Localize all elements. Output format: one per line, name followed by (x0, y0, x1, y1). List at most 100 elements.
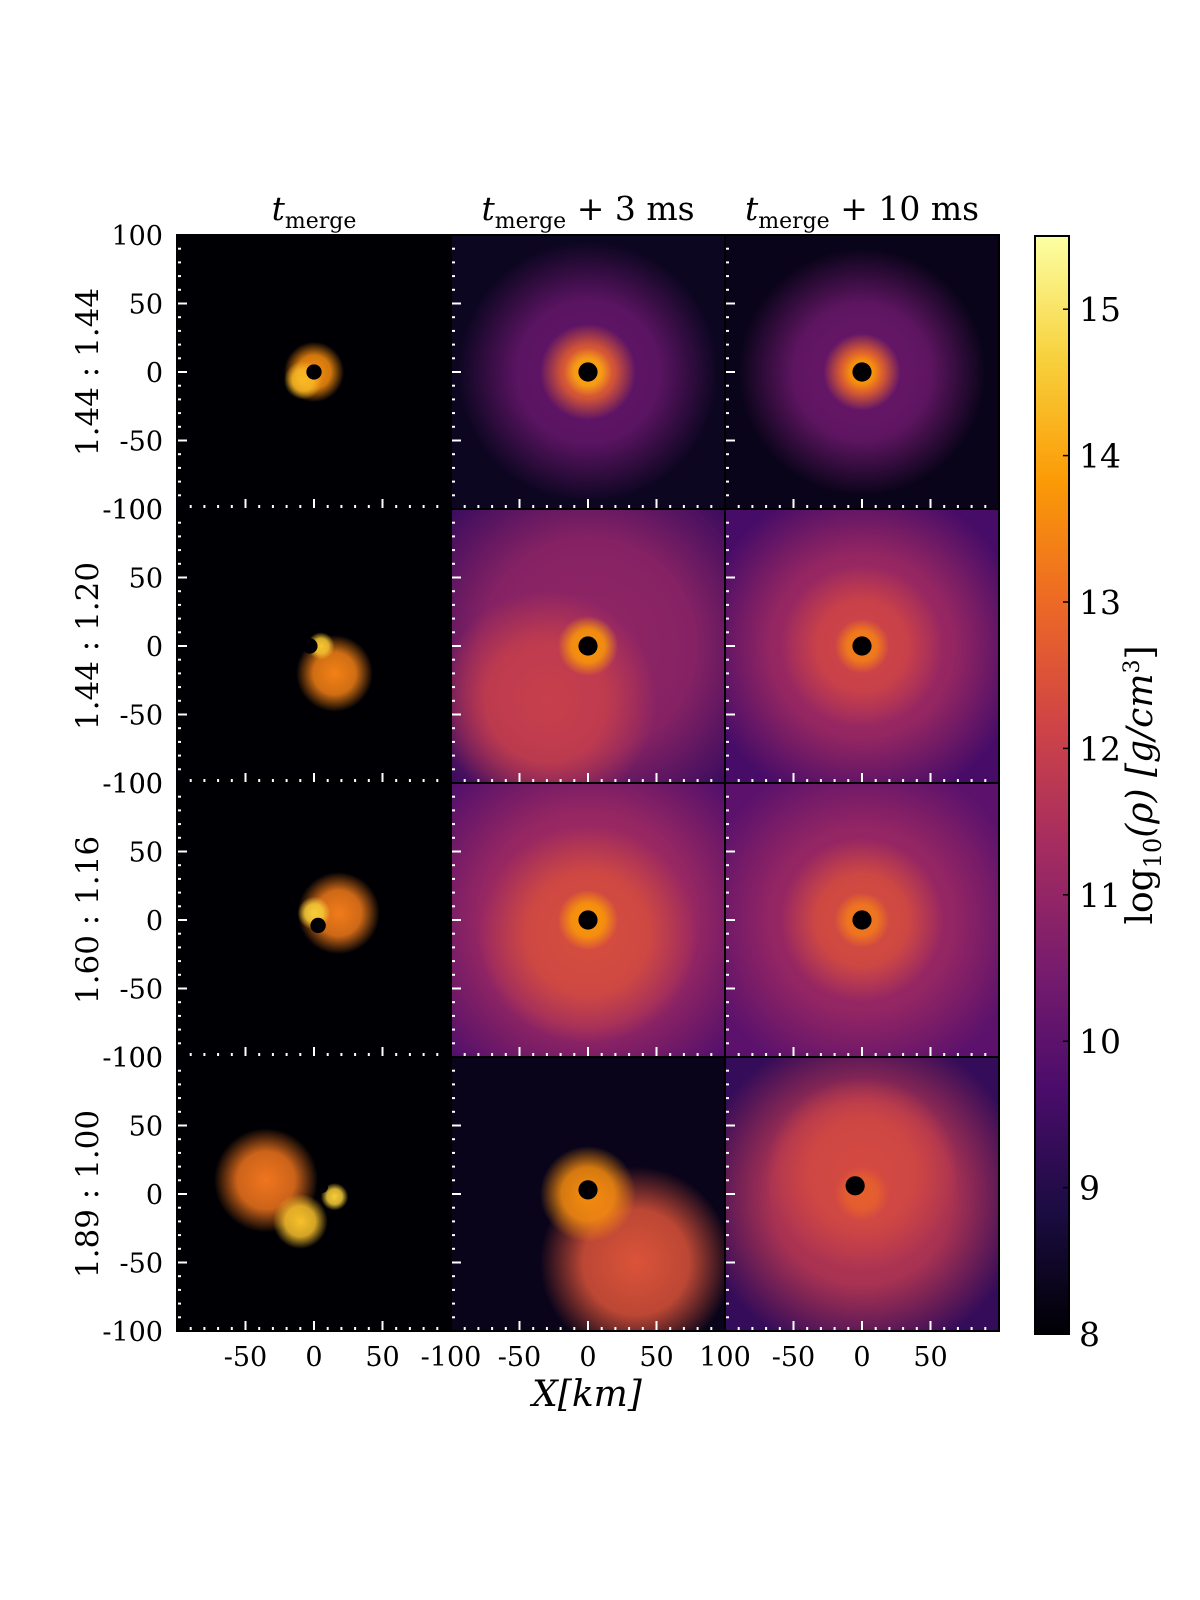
panel-r3-c2 (451, 783, 725, 1057)
y-tick-label: 100 (111, 221, 163, 252)
colorbar-tick-label: 10 (1079, 1022, 1121, 1061)
y-tick-label: -100 (102, 1043, 163, 1074)
panel-grid (177, 235, 999, 1331)
colorbar-label-end: ] (1120, 645, 1161, 659)
panel-r4-c2 (451, 1057, 725, 1331)
panel-r2-c2 (451, 509, 725, 783)
black-hole-core (306, 364, 322, 380)
y-tick-label: -100 (102, 495, 163, 526)
panel-r4-c1 (177, 1057, 451, 1331)
title-sub: merge (758, 209, 830, 234)
x-tick-label: 0 (579, 1342, 596, 1373)
y-axis-tick-labels: 100500-50-100100500-50-100100500-50-1001… (102, 221, 163, 1348)
x-axis-label: X[km] (529, 1374, 643, 1415)
black-hole-core (578, 636, 598, 656)
density-blob (320, 1183, 349, 1211)
y-tick-label: 100 (111, 769, 163, 800)
colorbar-tick-label: 13 (1079, 583, 1121, 622)
black-hole-core (852, 910, 872, 930)
y-tick-label: 100 (111, 495, 163, 526)
column-titles: tmerge tmerge + 3 ms tmerge + 10 ms (272, 189, 979, 234)
y-tick-label: 0 (146, 632, 163, 663)
panel-r4-c3 (725, 1057, 999, 1331)
black-hole-core (310, 917, 326, 934)
colorbar-label-rest: (ρ) [g/cm (1120, 674, 1161, 838)
y-tick-label: -100 (102, 769, 163, 800)
colorbar-tick-label: 15 (1079, 290, 1121, 329)
y-tick-label: 50 (129, 564, 163, 595)
column-title: tmerge (272, 189, 357, 234)
title-sub: merge (495, 209, 567, 234)
y-tick-label: -50 (120, 1249, 163, 1280)
x-tick-label: -50 (772, 1342, 815, 1373)
x-axis-tick-labels: -50 0 50 -100 -50 0 50 100 -50 0 50 (224, 1342, 948, 1373)
x-tick-label: -50 (224, 1342, 267, 1373)
colorbar-tick-label: 12 (1079, 729, 1121, 768)
row-label: 1.60 : 1.16 (70, 836, 106, 1004)
panel-frame (724, 1056, 1000, 1332)
row-labels: 1.44 : 1.44 1.44 : 1.20 1.60 : 1.16 1.89 : … (70, 288, 106, 1278)
x-tick-label: 100 (699, 1342, 751, 1373)
black-hole-core (852, 636, 872, 656)
density-blob (272, 1194, 328, 1249)
colorbar-label-sub: 10 (1139, 838, 1167, 869)
y-tick-label: 50 (129, 290, 163, 321)
row-label: 1.89 : 1.00 (70, 1110, 106, 1278)
black-hole-core (578, 910, 598, 930)
x-tick-label: 50 (365, 1342, 399, 1373)
panel-r2-c1 (177, 509, 451, 783)
colorbar-tick-label: 9 (1079, 1169, 1100, 1208)
y-tick-label: 0 (146, 1180, 163, 1211)
title-suffix: + 3 ms (566, 189, 694, 228)
y-tick-label: -50 (120, 701, 163, 732)
x-tick-label: -100 (421, 1342, 482, 1373)
black-hole-core (578, 362, 598, 382)
density-blob (297, 872, 380, 955)
title-main: t (481, 189, 495, 228)
panel-r1-c1 (177, 235, 451, 509)
y-tick-label: 50 (129, 1112, 163, 1143)
colorbar-label-main: log (1120, 868, 1161, 924)
x-tick-label: 50 (913, 1342, 947, 1373)
x-tick-label: -50 (498, 1342, 541, 1373)
colorbar-bar (1034, 235, 1070, 1335)
title-main: t (272, 189, 286, 228)
black-hole-core (578, 1180, 598, 1200)
colorbar-tick-label: 11 (1079, 876, 1121, 915)
y-tick-label: 100 (111, 1043, 163, 1074)
black-hole-core (316, 1181, 328, 1193)
y-tick-label: -50 (120, 427, 163, 458)
colorbar-label-sup: 3 (1120, 660, 1145, 674)
density-blob (834, 1166, 890, 1222)
black-hole-core (852, 362, 872, 382)
column-title: tmerge + 10 ms (745, 189, 979, 234)
y-tick-label: 50 (129, 838, 163, 869)
title-sub: merge (285, 209, 357, 234)
y-tick-label: 0 (146, 906, 163, 937)
row-label: 1.44 : 1.44 (70, 288, 106, 456)
panel-r1-c3 (725, 235, 999, 509)
black-hole-core (302, 638, 318, 654)
x-tick-label: 0 (305, 1342, 322, 1373)
black-hole-core (845, 1176, 865, 1196)
x-tick-label: 50 (639, 1342, 673, 1373)
panel-r3-c3 (725, 783, 999, 1057)
colorbar-tick-label: 14 (1079, 437, 1121, 476)
colorbar-label: log10(ρ) [g/cm3] (1120, 645, 1167, 924)
colorbar-tick-label: 8 (1079, 1315, 1100, 1354)
panel-r2-c3 (725, 509, 999, 783)
title-main: t (745, 189, 759, 228)
y-tick-label: -50 (120, 975, 163, 1006)
panel-r3-c1 (177, 783, 451, 1057)
column-title: tmerge + 3 ms (481, 189, 694, 234)
row-label: 1.44 : 1.20 (70, 562, 106, 730)
y-tick-label: 0 (146, 358, 163, 389)
density-blob (307, 632, 335, 660)
title-suffix: + 10 ms (830, 189, 979, 228)
density-blob (451, 591, 657, 783)
panel-frames (176, 234, 1000, 1332)
panel-r1-c2 (451, 235, 725, 509)
y-tick-label: -100 (102, 1317, 163, 1348)
